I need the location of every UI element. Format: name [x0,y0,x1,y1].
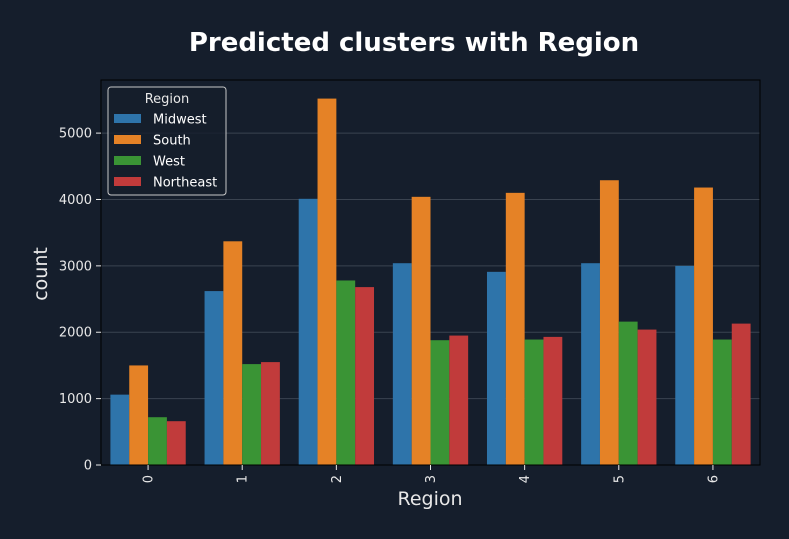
x-tick-label: 6 [706,475,721,483]
legend-swatch-west [114,156,141,165]
x-tick-label: 4 [518,475,533,483]
bar-northeast-3 [449,335,469,465]
bar-midwest-1 [204,291,224,465]
y-tick-label: 2000 [59,326,92,341]
bar-northeast-0 [166,421,186,465]
legend-title: Region [145,92,190,107]
bar-midwest-6 [675,265,695,465]
legend: Region Midwest South West Northeast [107,86,227,196]
bar-northeast-5 [637,329,657,465]
y-axis-label: count [30,247,52,301]
bars-layer [110,98,751,466]
legend-swatch-midwest [114,114,141,123]
x-tick-label: 0 [142,475,157,483]
bar-midwest-5 [581,263,600,465]
bar-west-6 [712,339,732,465]
x-tick-label: 3 [424,475,439,483]
bar-west-4 [524,339,544,465]
bar-west-2 [336,280,356,465]
legend-label-northeast: Northeast [153,176,217,191]
bar-northeast-2 [355,287,375,465]
legend-label-west: West [153,155,185,170]
bar-south-0 [129,365,149,465]
x-tick-label: 5 [612,475,627,483]
bar-south-4 [505,192,525,465]
legend-entries: Midwest South West Northeast [114,113,217,191]
bar-south-3 [411,196,431,466]
y-tick-label: 4000 [59,193,92,208]
bar-west-5 [618,321,638,465]
bar-midwest-4 [486,271,506,465]
bar-south-1 [223,241,243,465]
x-tick-label: 2 [330,475,345,483]
legend-label-midwest: Midwest [153,113,207,128]
bar-northeast-1 [261,362,280,465]
bar-south-2 [317,98,337,465]
bar-northeast-6 [731,323,751,465]
legend-swatch-south [114,135,141,144]
bar-midwest-0 [110,394,130,465]
legend-swatch-northeast [114,177,141,186]
y-tick-label: 0 [84,459,92,474]
legend-label-south: South [153,134,191,149]
x-axis-label: Region [397,488,462,510]
y-tick-label: 5000 [59,127,92,142]
x-axis-ticks: 0 1 2 3 4 5 6 [142,465,721,483]
chart-title: Predicted clusters with Region [189,28,639,58]
bar-west-3 [430,340,450,465]
x-tick-label: 1 [236,475,251,483]
bar-midwest-3 [392,263,412,465]
bar-midwest-2 [298,198,318,465]
y-axis-ticks: 0 1000 2000 3000 4000 5000 [59,127,101,474]
bar-west-1 [242,364,262,465]
bar-south-6 [694,187,713,465]
y-tick-label: 3000 [59,259,92,274]
bar-northeast-4 [543,336,563,465]
y-tick-label: 1000 [59,392,92,407]
bar-south-5 [599,180,619,465]
bar-west-0 [148,417,167,465]
